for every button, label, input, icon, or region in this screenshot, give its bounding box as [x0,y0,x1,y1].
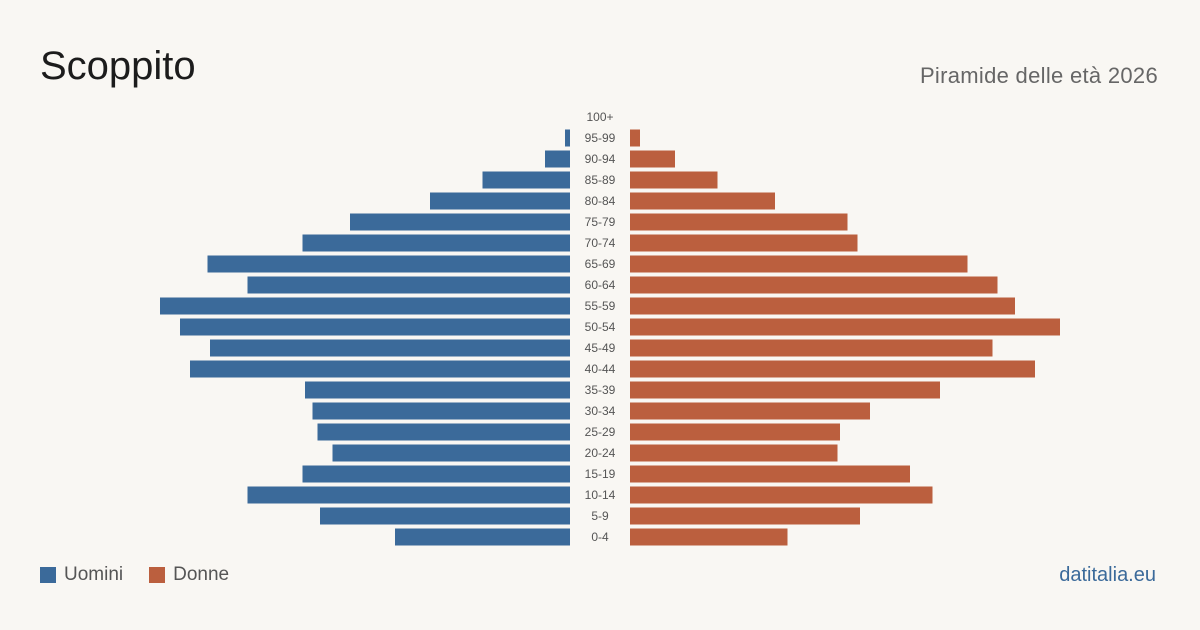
age-group-label: 75-79 [585,215,616,229]
bar-men-95-99 [565,129,570,147]
bar-women-90-94 [630,150,675,168]
age-group-label: 30-34 [585,404,616,418]
age-group-label: 25-29 [585,425,616,439]
legend-label-men: Uomini [64,564,124,585]
bar-women-45-49 [630,339,993,357]
age-group-label: 40-44 [585,362,616,376]
age-group-label: 80-84 [585,194,616,208]
bar-men-0-4 [395,528,570,546]
bar-men-70-74 [302,234,570,252]
bar-men-50-54 [180,318,570,336]
bar-men-55-59 [160,297,570,315]
bar-men-90-94 [545,150,570,168]
age-group-label: 20-24 [585,446,616,460]
source-link[interactable]: datitalia.eu [1059,564,1156,586]
bar-men-60-64 [247,276,570,294]
bar-women-0-4 [630,528,788,546]
bar-women-65-69 [630,255,968,273]
bar-men-45-49 [210,339,570,357]
bar-women-20-24 [630,444,838,462]
legend-item-men: Uomini [40,564,123,586]
age-group-label: 65-69 [585,257,616,271]
bar-women-85-89 [630,171,718,189]
bar-women-95-99 [630,129,640,147]
bar-women-55-59 [630,297,1015,315]
bar-men-75-79 [350,213,570,231]
age-group-label: 100+ [586,110,613,124]
age-group-label: 60-64 [585,278,616,292]
bar-men-10-14 [247,486,570,504]
bar-men-5-9 [320,507,570,525]
legend-label-women: Donne [173,564,230,585]
bar-women-60-64 [630,276,998,294]
bar-men-85-89 [482,171,570,189]
age-group-label: 70-74 [585,236,616,250]
age-group-label: 45-49 [585,341,616,355]
legend: Uomini Donne [40,564,255,586]
age-group-label: 95-99 [585,131,616,145]
legend-item-women: Donne [149,564,229,586]
bar-men-25-29 [317,423,570,441]
bar-women-30-34 [630,402,870,420]
age-group-label: 90-94 [585,152,616,166]
bar-women-25-29 [630,423,840,441]
bar-women-70-74 [630,234,858,252]
page-title: Scoppito [40,44,196,88]
bar-women-35-39 [630,381,940,399]
age-group-label: 15-19 [585,467,616,481]
age-group-label: 35-39 [585,383,616,397]
age-group-label: 85-89 [585,173,616,187]
bar-women-15-19 [630,465,910,483]
bar-men-15-19 [302,465,570,483]
age-group-label: 5-9 [591,509,609,523]
bar-women-10-14 [630,486,933,504]
legend-swatch-women [149,567,166,583]
bar-men-65-69 [207,255,570,273]
bar-men-40-44 [190,360,570,378]
age-group-label: 50-54 [585,320,616,334]
bar-women-50-54 [630,318,1060,336]
bar-men-30-34 [312,402,570,420]
bar-women-80-84 [630,192,775,210]
age-group-label: 10-14 [585,488,616,502]
bar-women-40-44 [630,360,1035,378]
bar-women-75-79 [630,213,848,231]
bar-women-5-9 [630,507,860,525]
bar-men-35-39 [305,381,570,399]
chart-subtitle: Piramide delle età 2026 [919,63,1158,88]
bar-men-20-24 [332,444,570,462]
bar-men-80-84 [430,192,570,210]
age-group-label: 55-59 [585,299,616,313]
legend-swatch-men [40,567,56,583]
age-group-label: 0-4 [591,530,609,544]
